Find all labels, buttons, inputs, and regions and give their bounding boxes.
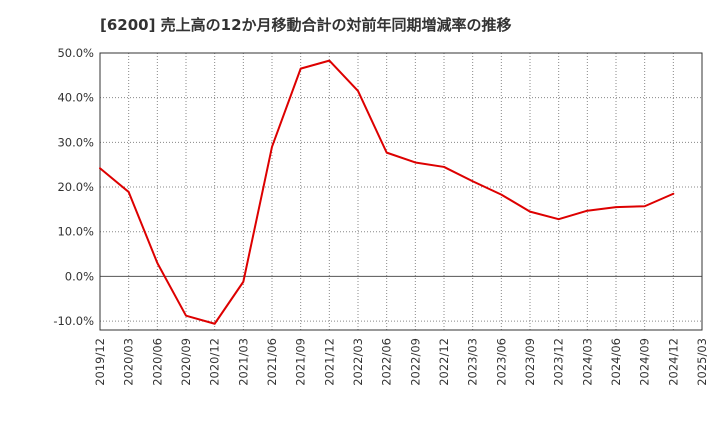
plot-frame (99, 52, 703, 331)
x-tick-label: 2021/12 (322, 338, 336, 386)
y-tick-label: 0.0% (65, 269, 94, 283)
series-line (99, 59, 675, 325)
data-point (472, 180, 474, 182)
data-point (414, 161, 416, 163)
data-point (443, 166, 445, 168)
y-tick-label: -10.0% (53, 314, 94, 328)
y-tick-label: 50.0% (57, 46, 94, 60)
data-point (271, 146, 273, 148)
data-point (615, 206, 617, 208)
data-point (328, 60, 330, 62)
chart-title: [6200] 売上高の12か月移動合計の対前年同期増減率の推移 (100, 16, 512, 34)
data-point (300, 68, 302, 70)
data-point (386, 152, 388, 154)
x-tick-label: 2025/03 (695, 338, 709, 386)
plot-area (100, 53, 702, 330)
x-tick-label: 2020/12 (208, 338, 222, 386)
axes (99, 52, 703, 331)
data-point (644, 205, 646, 207)
data-point (672, 193, 674, 195)
x-axis-ticks: 2019/12 2020/03 2020/06 2020/09 2020/12 2021/… (93, 338, 709, 386)
y-tick-label: 20.0% (57, 180, 94, 194)
grid-lines (99, 52, 703, 330)
data-point (214, 323, 216, 325)
data-point (156, 262, 158, 264)
x-tick-label: 2021/06 (265, 338, 279, 386)
x-tick-label: 2024/12 (666, 338, 680, 386)
y-axis-ticks: 50.0% 40.0% 30.0% 20.0% 10.0% 0.0% -10.0% (53, 46, 94, 328)
data-point (529, 211, 531, 213)
y-tick-label: 30.0% (57, 135, 94, 149)
x-tick-label: 2024/09 (638, 338, 652, 386)
x-tick-label: 2024/03 (580, 338, 594, 386)
data-point (586, 210, 588, 212)
x-tick-label: 2022/09 (408, 338, 422, 386)
data-point (242, 281, 244, 283)
y-tick-label: 40.0% (57, 91, 94, 105)
x-tick-label: 2022/03 (351, 338, 365, 386)
data-point (558, 218, 560, 220)
x-tick-label: 2020/06 (150, 338, 164, 386)
x-tick-label: 2021/03 (236, 338, 250, 386)
data-point (185, 315, 187, 317)
x-tick-label: 2023/09 (523, 338, 537, 386)
x-tick-label: 2019/12 (93, 338, 107, 386)
data-point (500, 194, 502, 196)
x-tick-label: 2023/03 (466, 338, 480, 386)
data-point (128, 191, 130, 193)
data-point (357, 90, 359, 92)
x-tick-label: 2022/12 (437, 338, 451, 386)
x-tick-label: 2021/09 (294, 338, 308, 386)
x-tick-label: 2023/12 (552, 338, 566, 386)
x-tick-label: 2020/09 (179, 338, 193, 386)
x-tick-label: 2022/06 (380, 338, 394, 386)
x-tick-label: 2020/03 (122, 338, 136, 386)
series-group (99, 59, 675, 325)
x-tick-label: 2023/06 (494, 338, 508, 386)
x-tick-label: 2024/06 (609, 338, 623, 386)
y-tick-label: 10.0% (57, 225, 94, 239)
data-point (99, 167, 101, 169)
